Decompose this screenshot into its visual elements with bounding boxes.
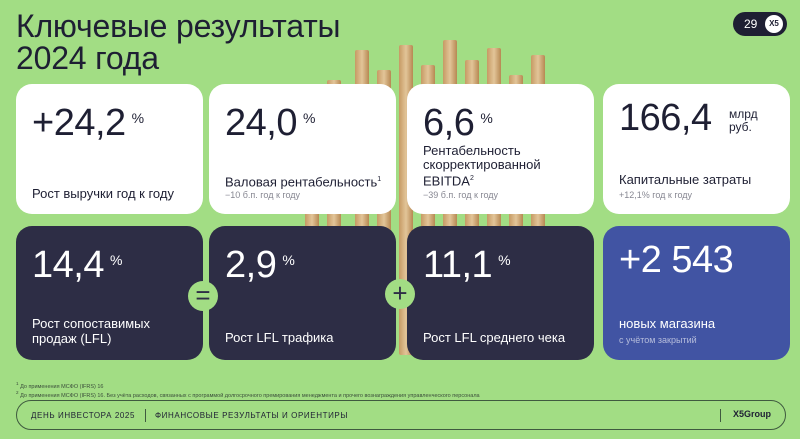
gross-unit: % bbox=[302, 110, 316, 126]
footer-event: ДЕНЬ ИНВЕСТОРА 2025 bbox=[31, 411, 136, 420]
stores-value: +2 543 bbox=[619, 239, 734, 281]
footnote-2-number: 2 bbox=[16, 390, 19, 395]
title-line-2: 2024 года bbox=[16, 40, 159, 76]
revenue-label: Рост выручки год к году bbox=[32, 186, 174, 201]
ebitda-unit: % bbox=[480, 110, 493, 126]
ebitda-footnote-mark: 2 bbox=[469, 175, 474, 182]
traffic-label: Рост LFL трафика bbox=[225, 330, 334, 345]
card-gross-margin: 24,0% Валовая рентабельность1 −10 б.п. г… bbox=[209, 84, 396, 214]
capex-unit-line-1: млрд bbox=[729, 107, 758, 121]
lfl-unit: % bbox=[109, 252, 123, 268]
revenue-unit: % bbox=[131, 110, 145, 126]
gross-change: −10 б.п. год к году bbox=[225, 190, 301, 200]
ebitda-label-line-2: скорректированной bbox=[423, 157, 541, 172]
page-number-badge: 29 X5 bbox=[733, 12, 787, 36]
ticket-value: 11,1 bbox=[423, 244, 493, 286]
footnote-1-number: 1 bbox=[16, 381, 19, 386]
ebitda-label-line-1: Рентабельность bbox=[423, 143, 521, 158]
capex-unit-line-2: руб. bbox=[729, 120, 752, 134]
ebitda-change: −39 б.п. год к году bbox=[423, 190, 499, 200]
lfl-label-line-2: продаж (LFL) bbox=[32, 331, 112, 346]
footer-divider bbox=[145, 409, 146, 422]
capex-label: Капитальные затраты bbox=[619, 172, 752, 187]
ebitda-value: 6,6 bbox=[423, 102, 475, 144]
ticket-unit: % bbox=[498, 252, 511, 268]
footnote-2: До применения МСФО (IFRS) 16. Без учёта … bbox=[20, 392, 480, 399]
card-ebitda-margin: 6,6% Рентабельность скорректированной EB… bbox=[407, 84, 594, 214]
x5group-logo: X5Group bbox=[733, 409, 772, 419]
footer-bar: ДЕНЬ ИНВЕСТОРА 2025 ФИНАНСОВЫЕ РЕЗУЛЬТАТ… bbox=[16, 400, 786, 430]
ebitda-label-line-3: EBITDA bbox=[423, 173, 470, 189]
card-new-stores: +2 543 новых магазина с учётом закрытий bbox=[603, 226, 790, 360]
footer-divider-2 bbox=[720, 409, 721, 422]
stores-label: новых магазина bbox=[619, 316, 716, 331]
gross-label: Валовая рентабельность bbox=[225, 174, 378, 190]
stores-note: с учётом закрытий bbox=[619, 335, 697, 345]
page-title: Ключевые результаты 2024 года bbox=[16, 8, 341, 76]
capex-value: 166,4 bbox=[619, 97, 712, 139]
card-capex: 166,4 млрд руб. Капитальные затраты +12,… bbox=[603, 84, 790, 214]
page-number: 29 bbox=[744, 17, 758, 31]
card-lfl-average-ticket: 11,1% Рост LFL среднего чека bbox=[407, 226, 594, 360]
equals-icon: = bbox=[188, 281, 218, 311]
x5-logo-icon: X5 bbox=[765, 15, 783, 33]
gross-value: 24,0 bbox=[225, 102, 297, 144]
lfl-label-line-1: Рост сопоставимых bbox=[32, 316, 151, 331]
capex-change: +12,1% год к году bbox=[619, 190, 693, 200]
traffic-value: 2,9 bbox=[225, 244, 277, 286]
title-line-1: Ключевые результаты bbox=[16, 8, 341, 44]
card-revenue-growth: +24,2% Рост выручки год к году bbox=[16, 84, 203, 214]
revenue-value: +24,2 bbox=[32, 102, 126, 144]
lfl-value: 14,4 bbox=[32, 244, 104, 286]
card-lfl-traffic: 2,9% Рост LFL трафика bbox=[209, 226, 396, 360]
footer-section: ФИНАНСОВЫЕ РЕЗУЛЬТАТЫ И ОРИЕНТИРЫ bbox=[155, 411, 349, 420]
ticket-label: Рост LFL среднего чека bbox=[423, 330, 566, 345]
gross-footnote-mark: 1 bbox=[377, 176, 382, 183]
footnote-1: До применения МСФО (IFRS) 16 bbox=[20, 383, 104, 390]
card-lfl-sales: 14,4% Рост сопоставимых продаж (LFL) bbox=[16, 226, 203, 360]
traffic-unit: % bbox=[282, 252, 295, 268]
plus-icon: + bbox=[385, 279, 415, 309]
